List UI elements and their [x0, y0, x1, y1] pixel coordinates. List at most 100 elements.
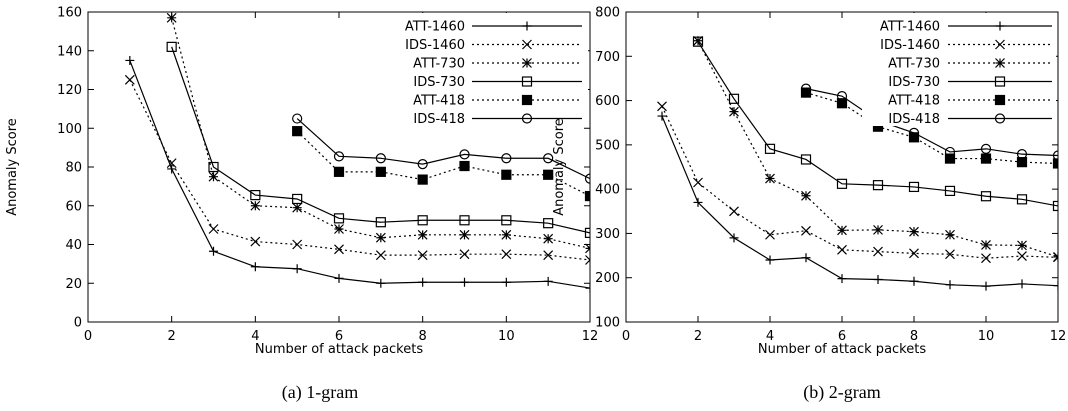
data-point: [1052, 200, 1058, 212]
legend-marker: [994, 76, 1006, 87]
data-point: [765, 229, 775, 240]
data-point: [333, 213, 345, 224]
data-point: [945, 229, 955, 240]
data-point: [909, 276, 919, 286]
data-point: [729, 233, 739, 243]
data-point: [944, 185, 956, 197]
legend-item: IDS-730: [888, 75, 1052, 90]
data-point: [292, 126, 303, 137]
data-point: [801, 225, 811, 236]
data-point: [460, 277, 469, 287]
y-tick-label: 120: [57, 83, 82, 98]
data-point: [657, 101, 667, 112]
legend-marker: [521, 76, 533, 87]
data-point: [501, 153, 512, 164]
data-point: [501, 277, 511, 287]
data-point: [459, 249, 470, 260]
data-point: [417, 229, 428, 240]
data-point: [836, 91, 848, 102]
data-point: [459, 229, 470, 240]
x-tick-label: 10: [978, 329, 995, 344]
chart-caption: (b) 2-gram: [803, 382, 880, 403]
legend-marker: [995, 39, 1005, 50]
legend-label: ATT-730: [888, 57, 940, 72]
legend-label: IDS-730: [888, 75, 940, 90]
legend-label: ATT-418: [888, 94, 940, 109]
series-line: [296, 118, 590, 180]
legend-marker: [522, 21, 532, 31]
legend-marker: [995, 58, 1005, 68]
y-tick-label: 40: [65, 238, 82, 253]
x-tick-label: 4: [251, 329, 259, 344]
data-point: [167, 164, 177, 174]
data-point: [334, 244, 344, 255]
data-point: [585, 283, 590, 293]
series-line: [296, 130, 590, 197]
legend-item: ATT-418: [413, 94, 582, 109]
data-point: [728, 93, 740, 104]
data-point: [837, 274, 847, 284]
data-point: [501, 249, 512, 260]
legend-label: IDS-1460: [405, 38, 465, 53]
legend-marker: [995, 21, 1005, 31]
y-tick-label: 600: [595, 94, 620, 109]
data-point: [376, 278, 386, 288]
data-point: [945, 280, 955, 290]
data-point: [543, 218, 554, 229]
y-tick-label: 700: [595, 50, 620, 65]
data-point: [944, 146, 956, 158]
data-point: [837, 225, 847, 236]
data-point: [292, 264, 302, 274]
data-point: [584, 227, 590, 238]
data-point: [292, 202, 303, 213]
x-tick-label: 12: [1050, 329, 1067, 344]
legend-label: ATT-418: [413, 94, 465, 109]
legend-item: IDS-418: [413, 112, 582, 127]
x-tick-label: 8: [419, 329, 427, 344]
x-tick-label: 6: [838, 329, 846, 344]
data-point: [459, 149, 470, 160]
data-point: [980, 143, 992, 154]
legend: ATT-1460 IDS-1460 ATT-730 IDS-730 ATT-418 IDS…: [862, 13, 1056, 127]
legend-label: ATT-730: [413, 57, 465, 72]
legend-item: IDS-730: [413, 75, 582, 90]
data-point: [501, 215, 512, 226]
data-point: [543, 153, 554, 164]
legend-marker: [521, 94, 533, 106]
data-point: [501, 229, 512, 240]
data-point: [729, 206, 739, 217]
data-point: [1052, 158, 1058, 169]
series-att-730: [166, 12, 590, 254]
legend-label: IDS-730: [413, 75, 465, 90]
legend-marker: [994, 113, 1006, 124]
data-point: [873, 274, 883, 284]
y-tick-label: 300: [595, 227, 620, 242]
legend-marker: [522, 58, 532, 68]
data-point: [334, 224, 344, 234]
data-point: [585, 255, 590, 265]
data-point: [292, 239, 303, 250]
legend-item: ATT-730: [888, 57, 1052, 72]
series-line: [129, 60, 590, 289]
data-point: [693, 197, 703, 207]
y-tick-label: 60: [65, 199, 82, 214]
series-att-1460: [657, 111, 1058, 291]
data-point: [585, 243, 590, 254]
data-point: [944, 153, 956, 164]
data-point: [693, 35, 703, 46]
series-line: [805, 88, 1058, 157]
data-point: [417, 158, 428, 170]
chart-caption: (a) 1-gram: [282, 382, 358, 403]
y-tick-label: 800: [595, 6, 620, 21]
data-point: [909, 226, 919, 237]
data-point: [1017, 279, 1027, 289]
data-point: [873, 246, 883, 257]
data-point: [124, 74, 135, 85]
data-point: [801, 190, 811, 201]
data-point: [250, 236, 261, 247]
data-point: [1016, 157, 1028, 168]
data-point: [872, 180, 884, 191]
y-tick-label: 20: [65, 277, 82, 292]
data-point: [417, 215, 428, 226]
